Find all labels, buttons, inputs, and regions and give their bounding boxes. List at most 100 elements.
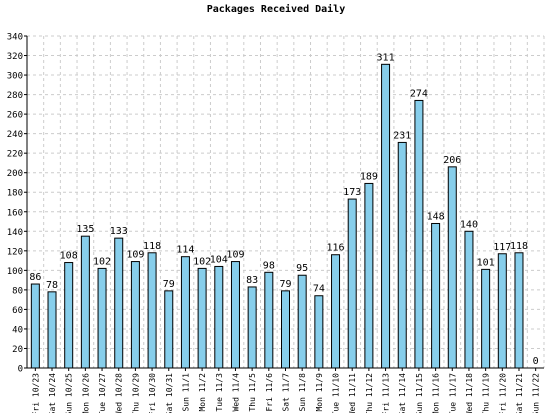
x-tick-label: Wed 11/4 [231,373,240,412]
chart-title: Packages Received Daily [207,3,345,15]
bar [64,262,74,369]
grid-lines [27,35,545,368]
bar [514,252,524,369]
bar-value-label: 206 [443,155,461,166]
bar-value-label: 148 [427,211,445,222]
bar-value-label: 118 [510,241,528,252]
x-tick-label: Tue 11/3 [215,373,224,412]
y-tick-label: 340 [7,33,23,43]
bar [80,235,90,369]
bar-value-label: 116 [327,243,345,254]
y-tick-label: 100 [7,267,23,277]
bar [464,230,474,369]
bar [431,222,441,369]
x-tick-label: Wed 11/18 [465,373,474,413]
y-tick-label: 60 [12,306,23,316]
x-tick-label: Sun 11/15 [415,373,424,413]
x-tick-label: Sat 11/14 [398,373,407,413]
x-tick-label: Fri 10/23 [31,373,40,413]
bar [97,267,107,369]
bar-value-label: 140 [460,219,478,230]
bar-value-label: 98 [263,260,275,271]
bar [130,261,140,369]
bar [30,283,40,369]
x-tick-label: Fri 11/20 [498,373,507,413]
bar-value-label: 114 [176,245,194,256]
x-tick-label: Sun 10/25 [65,373,74,413]
bar [397,141,407,369]
bar-value-label: 173 [343,187,361,198]
x-tick-label: Mon 11/16 [432,373,441,413]
x-tick-label: Fri 11/6 [265,373,274,412]
bar [164,290,174,369]
x-tick-label: Fri 11/13 [382,373,391,413]
x-tick-label: Mon 11/9 [315,373,324,412]
bar [314,295,324,369]
y-tick-label: 200 [7,169,23,179]
bar-value-label: 117 [493,242,511,253]
bar-value-label: 101 [477,257,495,268]
bar-value-label: 102 [93,256,111,267]
y-tick-label: 260 [7,111,23,121]
x-tick-label: Sat 11/21 [515,373,524,413]
bar-value-label: 86 [29,272,41,283]
bar-value-label: 74 [313,284,325,295]
bar-value-label: 78 [46,280,58,291]
x-tick-label: Sun 11/1 [181,373,190,412]
bar [281,290,290,369]
bar [347,198,357,369]
bar [447,166,457,369]
bar-value-label: 118 [143,241,161,252]
y-tick-label: 140 [7,228,23,238]
bar-value-label: 189 [360,171,378,182]
y-axis: 0 20 40 60 80 100 120 140 160 180 200 220 240 260 280 3… [7,33,28,375]
x-tick-label: Tue 11/17 [448,373,457,413]
x-tick-label: Sun 11/22 [532,373,541,413]
bar [147,252,157,369]
x-tick-label: Thu 10/29 [131,373,140,413]
bar [297,274,307,369]
bar [364,182,374,369]
bar-value-label: 104 [210,254,228,265]
bar-value-label: 274 [410,88,428,99]
bar-value-label: 79 [279,279,291,290]
x-tick-label: Sun 11/8 [298,373,307,412]
y-tick-label: 20 [12,345,23,355]
bar-value-label: 102 [193,256,211,267]
y-tick-label: 80 [12,286,23,296]
bar-value-label: 95 [296,263,308,274]
bar [47,291,57,369]
bar-value-label: 133 [110,226,128,237]
bar [481,268,491,369]
bar [230,261,240,369]
x-tick-label: Thu 11/12 [365,373,374,413]
y-tick-label: 240 [7,130,23,140]
bar-value-label: 79 [163,279,175,290]
bar [214,265,224,369]
bar-value-label: 109 [226,250,244,261]
x-tick-label: Mon 11/2 [198,373,207,412]
bar [414,99,424,369]
x-tick-label: Thu 11/5 [248,373,257,412]
bar-value-label: 83 [246,275,258,286]
x-tick-label: Mon 10/26 [81,373,90,413]
bar-value-label: 311 [377,52,395,63]
bar-value-label: 109 [126,250,144,261]
y-tick-label: 280 [7,91,23,101]
x-tick-label: Wed 10/28 [115,373,124,413]
bar-value-label: 135 [76,224,94,235]
y-tick-label: 160 [7,208,23,218]
bar [197,267,207,369]
bars [30,63,524,369]
y-tick-label: 0 [18,365,23,375]
bar [180,256,190,369]
bar [114,237,124,369]
bar [497,253,507,369]
y-tick-label: 320 [7,52,23,62]
bar [331,254,341,369]
bar-value-label: 108 [60,251,78,262]
x-tick-label: Tue 10/27 [98,373,107,413]
x-tick-label: Sat 11/7 [282,373,291,412]
x-tick-label: Tue 11/10 [332,373,341,413]
